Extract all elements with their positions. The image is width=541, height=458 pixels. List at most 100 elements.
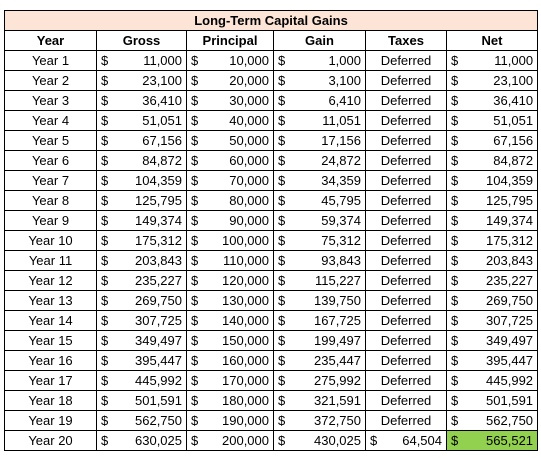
currency-symbol: $ [101,353,109,368]
money: $445,992 [101,372,182,390]
table-row: Year 15 $349,497 $150,000 $199,497 Deferred $… [4,330,539,351]
year-cell: Year 2 [4,70,97,91]
currency-symbol: $ [451,233,459,248]
money: $307,725 [451,312,534,330]
year-cell: Year 10 [4,230,97,251]
amount: 115,227 [314,273,361,288]
currency-symbol: $ [451,133,459,148]
amount: 104,359 [486,173,534,188]
amount: 40,000 [229,113,269,128]
year-cell: Year 1 [4,50,97,71]
money: $6,410 [278,92,361,110]
money: $51,051 [101,112,182,130]
money-cell: $115,227 [273,270,366,291]
currency-symbol: $ [278,313,286,328]
currency-symbol: $ [278,233,286,248]
money-cell: $6,410 [273,90,366,111]
text-cell: Deferred [365,250,447,271]
amount: 90,000 [229,213,269,228]
currency-symbol: $ [101,333,109,348]
year-cell: Year 19 [4,410,97,431]
money: $64,504 [370,432,442,450]
text-cell: Deferred [365,330,447,351]
currency-symbol: $ [278,413,286,428]
amount: 562,750 [486,413,534,428]
amount: 630,025 [135,433,182,448]
money-cell: $120,000 [186,270,274,291]
currency-symbol: $ [191,53,199,68]
currency-symbol: $ [278,253,286,268]
currency-symbol: $ [191,93,199,108]
money: $75,312 [278,232,361,250]
currency-symbol: $ [451,173,459,188]
table-head: Long-Term Capital Gains Year Gross Princip… [3,10,539,51]
currency-symbol: $ [101,413,109,428]
money: $67,156 [451,132,533,150]
money: $349,497 [101,332,182,350]
money: $130,000 [191,292,269,310]
amount: 180,000 [222,393,269,408]
money-cell: $67,156 [96,130,187,151]
money: $180,000 [191,392,269,410]
year-cell: Year 12 [4,270,97,291]
currency-symbol: $ [451,433,459,448]
money-cell: $24,872 [273,150,366,171]
currency-symbol: $ [101,193,109,208]
currency-symbol: $ [191,153,199,168]
currency-symbol: $ [101,53,109,68]
amount: 24,872 [321,153,361,168]
currency-symbol: $ [278,153,286,168]
money-cell: $395,447 [445,350,539,371]
money-cell: $349,497 [96,330,187,351]
money-cell: $139,750 [273,290,366,311]
money: $11,051 [278,112,361,130]
year-cell: Year 8 [4,190,97,211]
money: $150,000 [191,332,269,350]
money-cell: $395,447 [96,350,187,371]
amount: 321,591 [314,393,361,408]
currency-symbol: $ [278,393,286,408]
currency-symbol: $ [278,373,286,388]
year-cell: Year 13 [4,290,97,311]
money: $104,359 [101,172,182,190]
money: $203,843 [451,252,533,270]
money-cell: $64,504 [365,430,447,451]
money-cell: $40,000 [186,110,274,131]
amount: 307,725 [135,313,182,328]
amount: 565,521 [486,433,534,448]
amount: 349,497 [135,333,182,348]
money: $167,725 [278,312,361,330]
amount: 130,000 [222,293,269,308]
currency-symbol: $ [451,113,459,128]
money-cell: $75,312 [273,230,366,251]
money-cell: $51,051 [445,110,539,131]
year-cell: Year 16 [4,350,97,371]
money: $1,000 [278,52,361,70]
money: $17,156 [278,132,361,150]
amount: 120,000 [222,273,269,288]
amount: 235,227 [486,273,534,288]
money-cell: $170,000 [186,370,274,391]
money: $34,359 [278,172,361,190]
money: $80,000 [191,192,269,210]
currency-symbol: $ [451,313,459,328]
amount: 75,312 [321,233,361,248]
amount: 269,750 [135,293,182,308]
money: $120,000 [191,272,269,290]
title-row: Long-Term Capital Gains [3,10,539,31]
money: $104,359 [451,172,534,190]
text-cell: Deferred [365,90,447,111]
money-cell: $180,000 [186,390,274,411]
money-cell: $203,843 [96,250,187,271]
money: $11,000 [101,52,182,70]
capital-gains-table: Long-Term Capital Gains Year Gross Princip… [3,10,539,451]
money-cell: $36,410 [445,90,539,111]
year-cell: Year 7 [4,170,97,191]
table-row: Year 5 $67,156 $50,000 $17,156 Deferred $67,1… [4,130,539,151]
currency-symbol: $ [101,313,109,328]
money-cell: $140,000 [186,310,274,331]
money: $40,000 [191,112,269,130]
amount: 3,100 [328,73,361,88]
amount: 307,725 [486,313,534,328]
